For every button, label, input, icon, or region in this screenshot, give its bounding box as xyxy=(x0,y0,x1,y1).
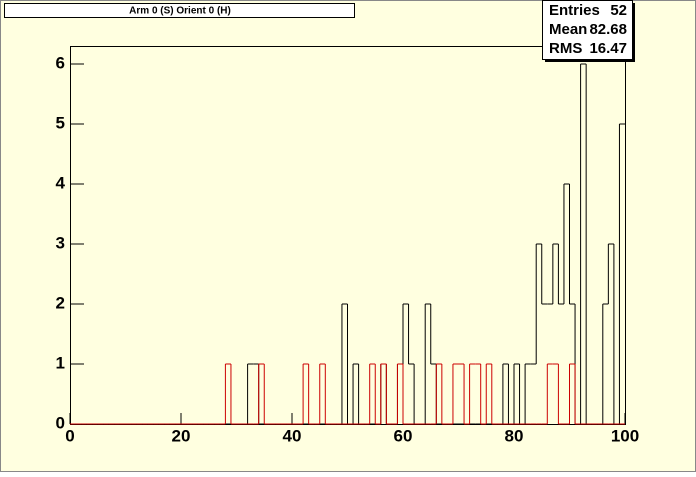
stats-value: 82.68 xyxy=(589,21,627,38)
stats-value: 16.47 xyxy=(589,40,627,57)
y-tick-label: 4 xyxy=(56,173,66,192)
stats-value: 52 xyxy=(610,2,627,19)
y-tick-label: 0 xyxy=(56,413,65,432)
x-tick-label: 20 xyxy=(172,426,191,445)
chart-title: Arm 0 (S) Orient 0 (H) xyxy=(129,6,231,17)
stats-label: Mean xyxy=(549,21,587,38)
x-tick-label: 80 xyxy=(505,426,524,445)
x-tick-label: 60 xyxy=(394,426,413,445)
x-tick-label: 40 xyxy=(283,426,302,445)
x-tick-label: 0 xyxy=(65,426,74,445)
stats: Entries 52 Mean 82.68 RMS 16.47 xyxy=(549,2,627,57)
y-tick-label: 6 xyxy=(56,53,65,72)
stats-label: RMS xyxy=(549,40,582,57)
y-tick-label: 3 xyxy=(56,233,65,252)
y-tick-label: 2 xyxy=(56,293,65,312)
y-tick-label: 1 xyxy=(56,353,65,372)
stats-label: Entries xyxy=(549,2,600,19)
title-box xyxy=(4,3,355,18)
y-tick-label: 5 xyxy=(56,113,65,132)
stats-box xyxy=(542,0,633,60)
x-tick-label: 100 xyxy=(611,426,639,445)
